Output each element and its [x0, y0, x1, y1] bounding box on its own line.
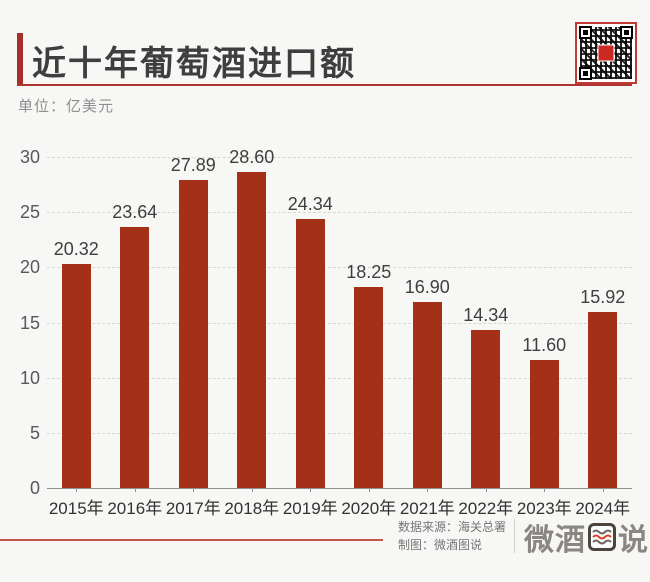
qr-center-logo-icon: [597, 44, 615, 62]
x-axis-label: 2022年: [458, 499, 514, 518]
y-axis-label: 15: [19, 312, 40, 333]
bar-value-label: 11.60: [522, 335, 567, 356]
x-axis-label: 2017年: [165, 499, 221, 518]
page-title: 近十年葡萄酒进口额: [32, 45, 356, 83]
qr-code-icon: [575, 22, 637, 84]
x-axis-tick: [251, 488, 253, 492]
x-axis-tick: [76, 488, 78, 492]
bar-group: 24.34: [281, 194, 340, 488]
x-axis-tick: [544, 488, 546, 492]
credit-label: 制图：微酒图说: [398, 538, 483, 552]
y-axis-label: 10: [19, 367, 40, 388]
logo-text-right: 说: [618, 524, 649, 557]
y-axis-label: 20: [19, 257, 40, 278]
bar: [529, 360, 559, 488]
x-axis-tick: [193, 488, 195, 492]
x-axis-label: 2016年: [107, 499, 163, 518]
gridline: [47, 267, 632, 269]
bar: [61, 263, 91, 488]
y-axis-label: 25: [19, 202, 40, 223]
qr-finder-icon: [579, 26, 592, 39]
bar: [295, 219, 325, 488]
footer-credits: 数据来源：海关总署 制图：微酒图说: [398, 518, 508, 554]
x-axis-tick: [134, 488, 136, 492]
gridline: [47, 432, 632, 434]
bar-value-label: 23.64: [112, 202, 158, 223]
bar-group: 27.89: [164, 155, 223, 488]
footer-divider: [514, 519, 515, 553]
source-label: 数据来源：海关总署: [398, 520, 507, 534]
x-axis-label: 2021年: [399, 499, 455, 518]
brand-logo: 微酒 说: [524, 518, 649, 557]
bar-group: 18.25: [340, 262, 399, 488]
title-underline: [17, 84, 632, 86]
x-axis-tick: [427, 488, 429, 492]
bar: [471, 329, 501, 488]
bar-group: 15.92: [574, 287, 633, 488]
bar-group: 20.32: [47, 239, 106, 488]
x-axis-label: 2020年: [341, 499, 397, 518]
x-axis-tick: [485, 488, 487, 492]
bar: [120, 227, 150, 488]
footer-accent-line: [0, 539, 383, 541]
bar-group: 14.34: [457, 305, 516, 488]
gridline: [47, 377, 632, 379]
bar: [237, 172, 267, 488]
gridline: [47, 322, 632, 324]
x-axis-label: 2015年: [48, 499, 104, 518]
qr-finder-icon: [620, 26, 633, 39]
bar-value-label: 20.32: [53, 238, 99, 259]
chart-waves-icon: [588, 523, 616, 551]
bar-value-label: 14.34: [463, 304, 509, 325]
bar-value-label: 16.90: [404, 276, 450, 297]
y-axis-label: 5: [29, 422, 40, 443]
bar: [354, 286, 384, 488]
bar-group: 23.64: [106, 202, 165, 488]
x-axis-tick: [310, 488, 312, 492]
x-axis-label: 2019年: [282, 499, 338, 518]
gridline: [47, 157, 632, 158]
title-accent-bar: [17, 33, 23, 85]
x-axis-tick: [602, 488, 604, 492]
bar: [178, 180, 208, 488]
bar-group: 28.60: [223, 147, 282, 488]
bar: [588, 312, 618, 488]
unit-label: 单位：亿美元: [18, 98, 115, 115]
bar-value-label: 27.89: [170, 155, 216, 176]
y-axis-label: 30: [19, 147, 40, 167]
x-axis-line: [47, 488, 632, 489]
bar-value-label: 28.60: [229, 147, 275, 168]
x-axis-label: 2024年: [575, 499, 631, 518]
plot-area: 0 5 10 15 20 25 30 20.32 2015年 23.64 2016年 27.89 201…: [20, 147, 633, 518]
bar-value-label: 18.25: [346, 261, 392, 282]
qr-finder-icon: [579, 67, 592, 80]
logo-text-left: 微酒: [524, 524, 586, 557]
bar: [412, 301, 442, 488]
bar-value-label: 15.92: [580, 287, 626, 308]
x-axis-label: 2018年: [224, 499, 280, 518]
bar-group: 11.60: [515, 335, 574, 488]
bar-group: 16.90: [398, 277, 457, 488]
y-axis-label: 0: [29, 478, 40, 498]
bar-value-label: 24.34: [287, 194, 333, 215]
x-axis-tick: [368, 488, 370, 492]
gridline: [47, 212, 632, 214]
x-axis-label: 2023年: [516, 499, 572, 518]
